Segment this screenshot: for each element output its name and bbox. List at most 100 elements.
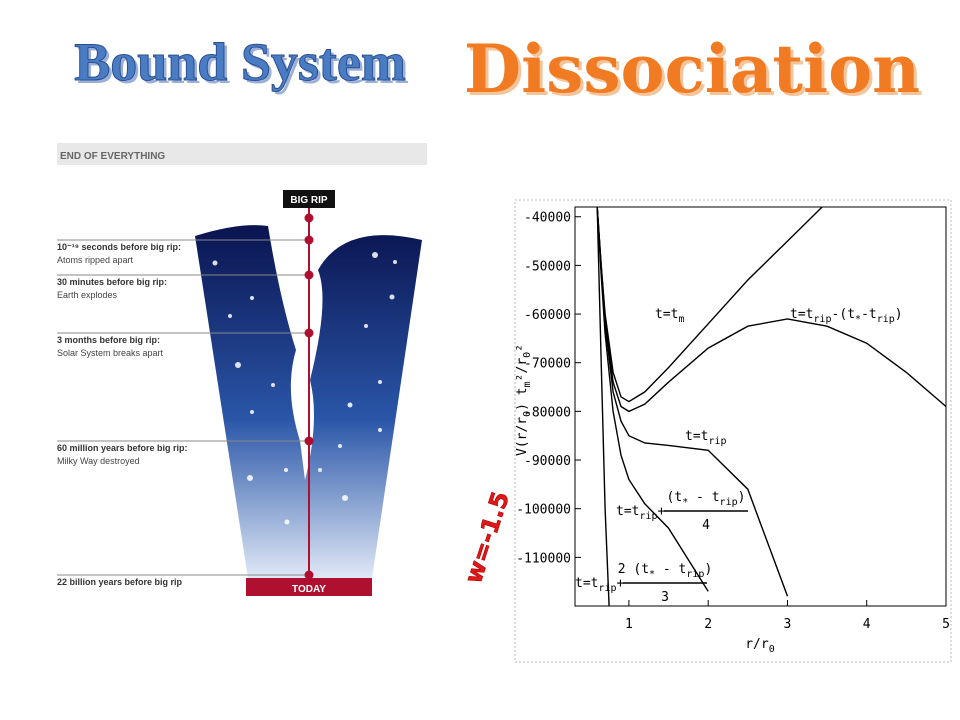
text-part: t=t <box>575 576 598 591</box>
event-detail: Solar System breaks apart <box>57 348 164 358</box>
x-tick-label: 4 <box>863 617 871 632</box>
curve-label-denominator: 3 <box>661 590 669 605</box>
event-title: 3 months before big rip: <box>57 335 160 345</box>
plot: -40000 -50000 -60000 -70000 -80000 -90000 -100… <box>514 199 952 663</box>
curve <box>596 207 610 606</box>
y-tick-label: -70000 <box>524 357 571 372</box>
subscript: 0 <box>522 352 533 358</box>
funnel <box>195 225 422 578</box>
text-part: t=t <box>616 504 639 519</box>
curve-label-main: t=trip <box>685 429 727 447</box>
x-axis-label: r/r0 <box>745 637 775 655</box>
curve-label: t=trip+2 (t* - trip)3 <box>575 562 712 605</box>
event-title: 30 minutes before big rip: <box>57 277 167 287</box>
timeline-dot <box>304 328 314 338</box>
curve-label-numerator: 2 (t* - trip) <box>618 562 713 580</box>
event-detail: Earth explodes <box>57 290 118 300</box>
curve <box>596 207 946 413</box>
subscript: m <box>678 314 684 325</box>
curve-label: t=trip+(t* - trip)4 <box>616 490 748 533</box>
y-axis-label: V(r/r0) tm²/r0² <box>515 344 533 456</box>
curve-label-main: t=trip+ <box>616 504 666 522</box>
curve-label: t=trip-(t*-trip) <box>790 307 903 325</box>
curve-label-denominator: 4 <box>702 518 710 533</box>
subscript: rip <box>720 497 738 508</box>
text-part: ) t <box>515 387 530 410</box>
x-tick-label: 1 <box>625 617 633 632</box>
text-part: t=t <box>655 307 678 322</box>
event-title: 10⁻¹⁹ seconds before big rip: <box>57 242 181 252</box>
curves <box>596 207 946 606</box>
text-part: -(t <box>832 307 855 322</box>
y-tick-label: -100000 <box>516 503 571 518</box>
subscript: m <box>522 381 533 387</box>
event-detail: Atoms ripped apart <box>57 255 134 265</box>
text-part: t=t <box>685 429 708 444</box>
heading: END OF EVERYTHING <box>60 151 165 162</box>
curve-label-main: t=tm <box>655 307 685 325</box>
right-title: Dissociation <box>464 30 920 108</box>
x-tick-label: 2 <box>704 617 712 632</box>
y-tick-label: -40000 <box>524 211 571 226</box>
text-part: + <box>658 504 666 519</box>
text-part: -t <box>861 307 877 322</box>
curve-label-numerator: (t* - trip) <box>667 490 746 508</box>
text-part: ) <box>704 562 712 577</box>
y-tick-label: -90000 <box>524 454 571 469</box>
text-part: - t <box>655 562 686 577</box>
timeline-dot <box>304 235 314 245</box>
subscript: rip <box>686 569 704 580</box>
today-label: TODAY <box>292 584 326 595</box>
text-part: V(r/r <box>515 417 530 456</box>
text-part: r/r <box>745 637 769 652</box>
event-title: 22 billion years before big rip <box>57 577 183 587</box>
plot-frame <box>514 199 952 663</box>
curve-label-main: t=trip+ <box>575 576 625 594</box>
curve-label: t=trip <box>685 429 727 447</box>
subscript: * <box>855 314 861 325</box>
curve <box>596 207 789 597</box>
illustration: END OF EVERYTHING BIG RIP TODAY 10⁻¹⁹ se… <box>57 143 427 596</box>
event-title: 60 million years before big rip: <box>57 443 188 453</box>
subscript: 0 <box>769 644 775 655</box>
subscript: 0 <box>522 411 533 417</box>
left-title: Bound System <box>74 32 406 92</box>
curve-label: t=tm <box>655 307 685 325</box>
text-part: ) <box>738 490 746 505</box>
text-part: ) <box>895 307 903 322</box>
text-part: (t <box>667 490 683 505</box>
text-part: + <box>617 576 625 591</box>
big-rip-label: BIG RIP <box>290 195 328 206</box>
events: 10⁻¹⁹ seconds before big rip: Atoms rippe… <box>57 235 314 587</box>
text-part: ²/r <box>515 358 530 382</box>
w-label: w=-1.5 <box>459 488 515 587</box>
curve <box>596 207 824 403</box>
y-tick-label: -80000 <box>524 405 571 420</box>
timeline-dot <box>304 570 314 580</box>
subscript: rip <box>639 511 657 522</box>
timeline-dot <box>304 213 314 223</box>
curve <box>596 207 709 592</box>
subscript: rip <box>813 314 831 325</box>
x-tick-label: 3 <box>784 617 792 632</box>
curve-label-main: t=trip-(t*-trip) <box>790 307 903 325</box>
stars <box>212 252 397 525</box>
text-part: - t <box>688 490 719 505</box>
subscript: * <box>682 497 688 508</box>
today-bar <box>246 578 372 596</box>
title-shadow: Bound System <box>77 35 409 95</box>
y-tick-label: -110000 <box>516 551 571 566</box>
text-part: 2 (t <box>618 562 649 577</box>
big-rip-box <box>283 190 335 208</box>
subscript: rip <box>877 314 895 325</box>
title-shadow: Dissociation <box>467 33 923 111</box>
text-part: t=t <box>790 307 813 322</box>
y-tick-label: -50000 <box>524 259 571 274</box>
event-detail: Milky Way destroyed <box>57 456 140 466</box>
subscript: rip <box>598 583 616 594</box>
y-tick-label: -60000 <box>524 308 571 323</box>
subscript: * <box>649 569 655 580</box>
timeline-dot <box>304 436 314 446</box>
heading-band <box>57 143 427 165</box>
